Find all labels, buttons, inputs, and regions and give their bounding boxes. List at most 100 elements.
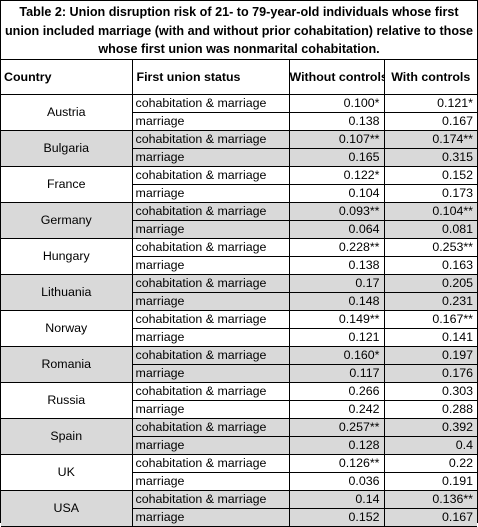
without-controls-cell: 0.242: [288, 400, 385, 419]
table-row: marriage 0.104 0.173: [1, 184, 477, 203]
with-controls-cell: 0.152: [383, 166, 477, 185]
without-controls-cell: 0.107**: [288, 130, 385, 149]
first-union-status-cell: marriage: [132, 256, 290, 275]
table-row: UK cohabitation & marriage 0.126** 0.22: [1, 454, 477, 491]
without-controls-cell: 0.160*: [288, 346, 385, 365]
table-row: marriage 0.036 0.191: [1, 472, 477, 491]
first-union-status-cell: marriage: [132, 148, 290, 167]
with-controls-cell: 0.121*: [383, 94, 477, 113]
without-controls-cell: 0.121: [288, 328, 385, 347]
with-controls-cell: 0.104**: [383, 202, 477, 221]
with-controls-cell: 0.315: [383, 148, 477, 167]
header-first-union-status: First union status: [131, 60, 290, 95]
first-union-status-cell: marriage: [132, 400, 290, 419]
with-controls-cell: 0.197: [383, 346, 477, 365]
without-controls-cell: 0.117: [288, 364, 385, 383]
country-cell: UK: [1, 454, 133, 491]
first-union-status-cell: cohabitation & marriage: [131, 490, 290, 509]
header-row: Country First union status Without contr…: [1, 60, 477, 95]
with-controls-cell: 0.136**: [383, 490, 477, 509]
with-controls-cell: 0.167: [383, 112, 477, 131]
with-controls-cell: 0.205: [383, 274, 477, 293]
country-cell: Romania: [1, 346, 133, 383]
without-controls-cell: 0.036: [288, 472, 385, 491]
first-union-status-cell: marriage: [132, 112, 290, 131]
without-controls-cell: 0.128: [288, 436, 385, 455]
first-union-status-cell: cohabitation & marriage: [131, 418, 290, 437]
first-union-status-cell: cohabitation & marriage: [131, 238, 290, 257]
table-row: marriage 0.165 0.315: [1, 148, 477, 167]
table-row: Russia cohabitation & marriage 0.266 0.303: [1, 382, 477, 419]
table-row: marriage 0.064 0.081: [1, 220, 477, 239]
first-union-status-cell: marriage: [132, 292, 290, 311]
table-row: marriage 0.242 0.288: [1, 400, 477, 419]
with-controls-cell: 0.173: [383, 184, 477, 203]
without-controls-cell: 0.126**: [288, 454, 385, 473]
first-union-status-cell: marriage: [132, 220, 290, 239]
without-controls-cell: 0.064: [288, 220, 385, 239]
with-controls-cell: 0.4: [383, 436, 477, 455]
without-controls-cell: 0.165: [288, 148, 385, 167]
with-controls-cell: 0.176: [383, 364, 477, 383]
without-controls-cell: 0.14: [288, 490, 385, 509]
without-controls-cell: 0.17: [288, 274, 385, 293]
without-controls-cell: 0.266: [288, 382, 385, 401]
country-cell: Austria: [1, 94, 133, 131]
with-controls-cell: 0.141: [383, 328, 477, 347]
table-row: Hungary cohabitation & marriage 0.228** 0.2…: [1, 238, 477, 275]
table-row: USA cohabitation & marriage 0.14 0.136**: [1, 490, 477, 527]
first-union-status-cell: cohabitation & marriage: [131, 346, 290, 365]
with-controls-cell: 0.392: [383, 418, 477, 437]
country-cell: Germany: [1, 202, 133, 239]
without-controls-cell: 0.100*: [288, 94, 385, 113]
table-row: Germany cohabitation & marriage 0.093** 0.1…: [1, 202, 477, 239]
results-table: Country First union status Without contr…: [1, 60, 477, 527]
header-country: Country: [1, 60, 133, 95]
without-controls-cell: 0.148: [288, 292, 385, 311]
table-row: Bulgaria cohabitation & marriage 0.107** 0.…: [1, 130, 477, 167]
with-controls-cell: 0.253**: [383, 238, 477, 257]
first-union-status-cell: marriage: [132, 508, 290, 527]
table-row: Lithuania cohabitation & marriage 0.17 0.20…: [1, 274, 477, 311]
first-union-status-cell: marriage: [132, 472, 290, 491]
first-union-status-cell: cohabitation & marriage: [131, 310, 290, 329]
table-row: marriage 0.148 0.231: [1, 292, 477, 311]
header-with-controls: With controls: [383, 60, 477, 95]
country-cell: Bulgaria: [1, 130, 133, 167]
with-controls-cell: 0.163: [383, 256, 477, 275]
first-union-status-cell: cohabitation & marriage: [131, 166, 290, 185]
without-controls-cell: 0.257**: [288, 418, 385, 437]
with-controls-cell: 0.303: [383, 382, 477, 401]
first-union-status-cell: marriage: [132, 364, 290, 383]
country-cell: Norway: [1, 310, 133, 347]
table-row: France cohabitation & marriage 0.122* 0.152: [1, 166, 477, 203]
with-controls-cell: 0.167: [383, 508, 477, 527]
table-row: Romania cohabitation & marriage 0.160* 0.19…: [1, 346, 477, 383]
first-union-status-cell: marriage: [132, 184, 290, 203]
without-controls-cell: 0.149**: [288, 310, 385, 329]
country-cell: USA: [1, 490, 133, 527]
first-union-status-cell: cohabitation & marriage: [131, 454, 290, 473]
first-union-status-cell: cohabitation & marriage: [131, 94, 290, 113]
country-cell: France: [1, 166, 133, 203]
table-row: Norway cohabitation & marriage 0.149** 0.16…: [1, 310, 477, 347]
table-caption: Table 2: Union disruption risk of 21- to…: [1, 1, 477, 60]
without-controls-cell: 0.093**: [288, 202, 385, 221]
with-controls-cell: 0.081: [383, 220, 477, 239]
without-controls-cell: 0.228**: [288, 238, 385, 257]
country-cell: Russia: [1, 382, 133, 419]
table-row: Austria cohabitation & marriage 0.100* 0.12…: [1, 94, 477, 131]
with-controls-cell: 0.22: [383, 454, 477, 473]
table-row: marriage 0.117 0.176: [1, 364, 477, 383]
first-union-status-cell: cohabitation & marriage: [131, 382, 290, 401]
country-cell: Spain: [1, 418, 133, 455]
without-controls-cell: 0.122*: [288, 166, 385, 185]
first-union-status-cell: cohabitation & marriage: [131, 202, 290, 221]
country-cell: Hungary: [1, 238, 133, 275]
without-controls-cell: 0.138: [288, 256, 385, 275]
with-controls-cell: 0.288: [383, 400, 477, 419]
country-cell: Lithuania: [1, 274, 133, 311]
with-controls-cell: 0.174**: [383, 130, 477, 149]
first-union-status-cell: marriage: [132, 436, 290, 455]
